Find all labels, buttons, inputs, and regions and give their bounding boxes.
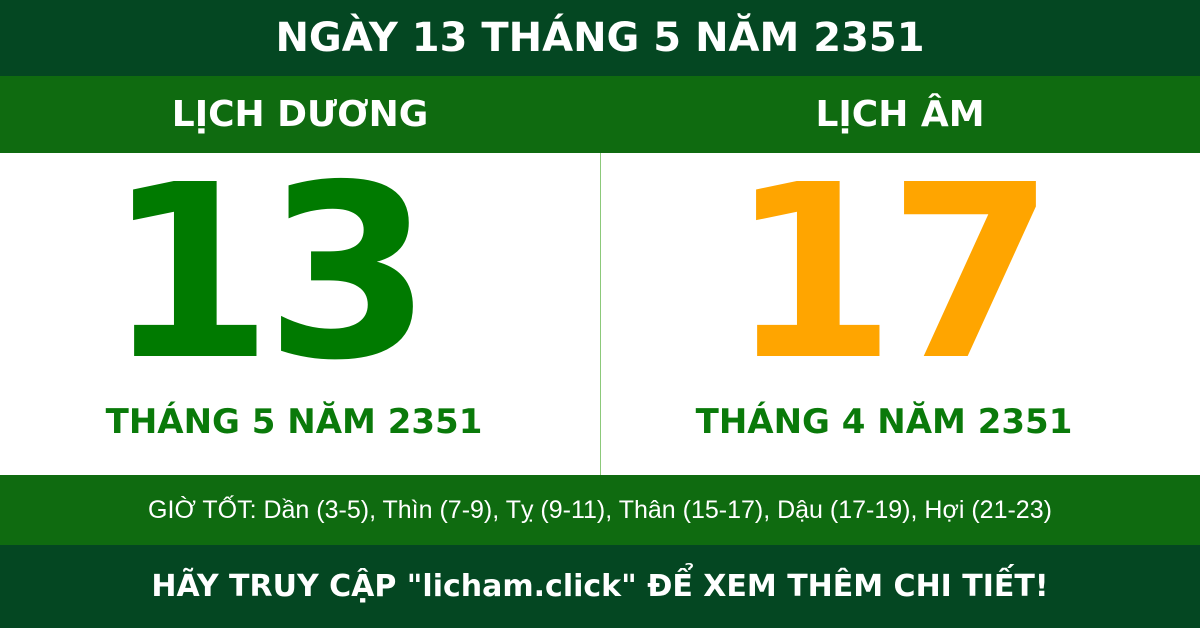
good-hours: GIỜ TỐT: Dần (3-5), Thìn (7-9), Tỵ (9-11… [0,475,1200,545]
solar-panel: 13 THÁNG 5 NĂM 2351 [0,153,600,475]
calendar-labels: LỊCH DƯƠNG LỊCH ÂM [0,76,1200,153]
lunar-month-year: THÁNG 4 NĂM 2351 [695,402,1073,442]
page-title: NGÀY 13 THÁNG 5 NĂM 2351 [0,0,1200,76]
lunar-label: LỊCH ÂM [815,94,985,135]
lunar-day: 17 [729,133,1055,413]
footer-cta: HÃY TRUY CẬP "licham.click" ĐỂ XEM THÊM … [0,545,1200,628]
solar-month-year: THÁNG 5 NĂM 2351 [105,402,483,442]
lunar-panel: 17 THÁNG 4 NĂM 2351 [601,153,1200,475]
solar-label: LỊCH DƯƠNG [171,94,429,135]
divider [600,153,601,475]
solar-day: 13 [106,133,432,413]
